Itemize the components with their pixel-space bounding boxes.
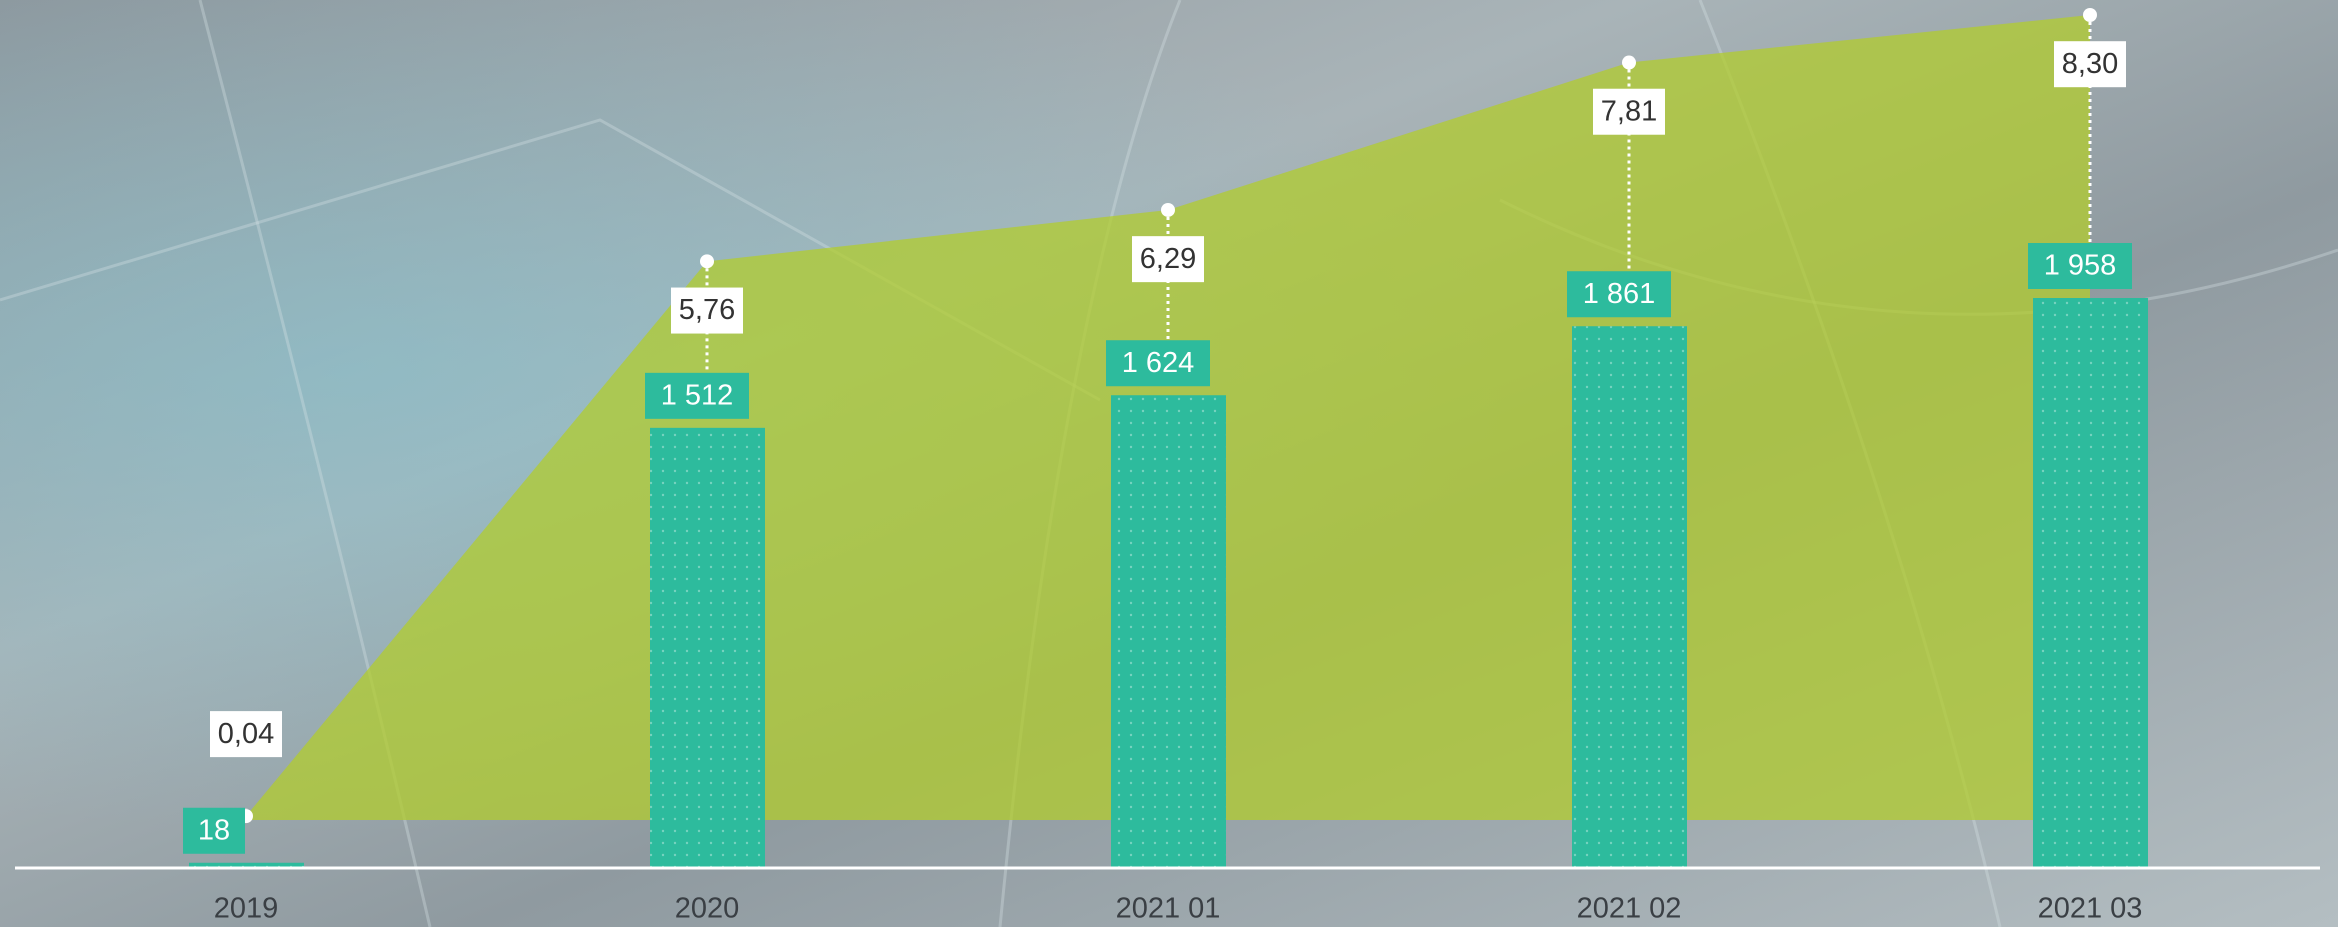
- value-label: 0,04: [218, 718, 274, 750]
- point-marker: [700, 254, 714, 268]
- bar-label: 1 861: [1583, 278, 1656, 310]
- x-tick-label: 2019: [214, 893, 279, 925]
- point-marker: [1161, 203, 1175, 217]
- x-tick-label: 2020: [675, 893, 740, 925]
- value-label: 7,81: [1601, 95, 1657, 127]
- point-marker: [1622, 56, 1636, 70]
- x-tick-label: 2021 03: [2038, 893, 2143, 925]
- value-label: 6,29: [1140, 243, 1196, 275]
- x-tick-label: 2021 01: [1116, 893, 1221, 925]
- bar-texture: [1111, 395, 1226, 868]
- bar-label: 1 624: [1122, 347, 1195, 379]
- bar-texture: [2033, 298, 2148, 868]
- x-tick-label: 2021 02: [1577, 893, 1682, 925]
- bar-label: 1 512: [661, 379, 734, 411]
- bar-texture: [650, 428, 765, 868]
- chart: 0,04 5,76 6,29 7,81 8,30 18 1 512 1 624 1 861 1 9…: [0, 0, 2338, 927]
- page: 0,04 5,76 6,29 7,81 8,30 18 1 512 1 624 1 861 1 9…: [0, 0, 2338, 927]
- bar-label: 18: [198, 814, 230, 846]
- bar-label: 1 958: [2044, 250, 2117, 282]
- value-label: 8,30: [2062, 48, 2118, 80]
- bar-texture: [1572, 326, 1687, 868]
- value-label: 5,76: [679, 294, 735, 326]
- point-marker: [2083, 8, 2097, 22]
